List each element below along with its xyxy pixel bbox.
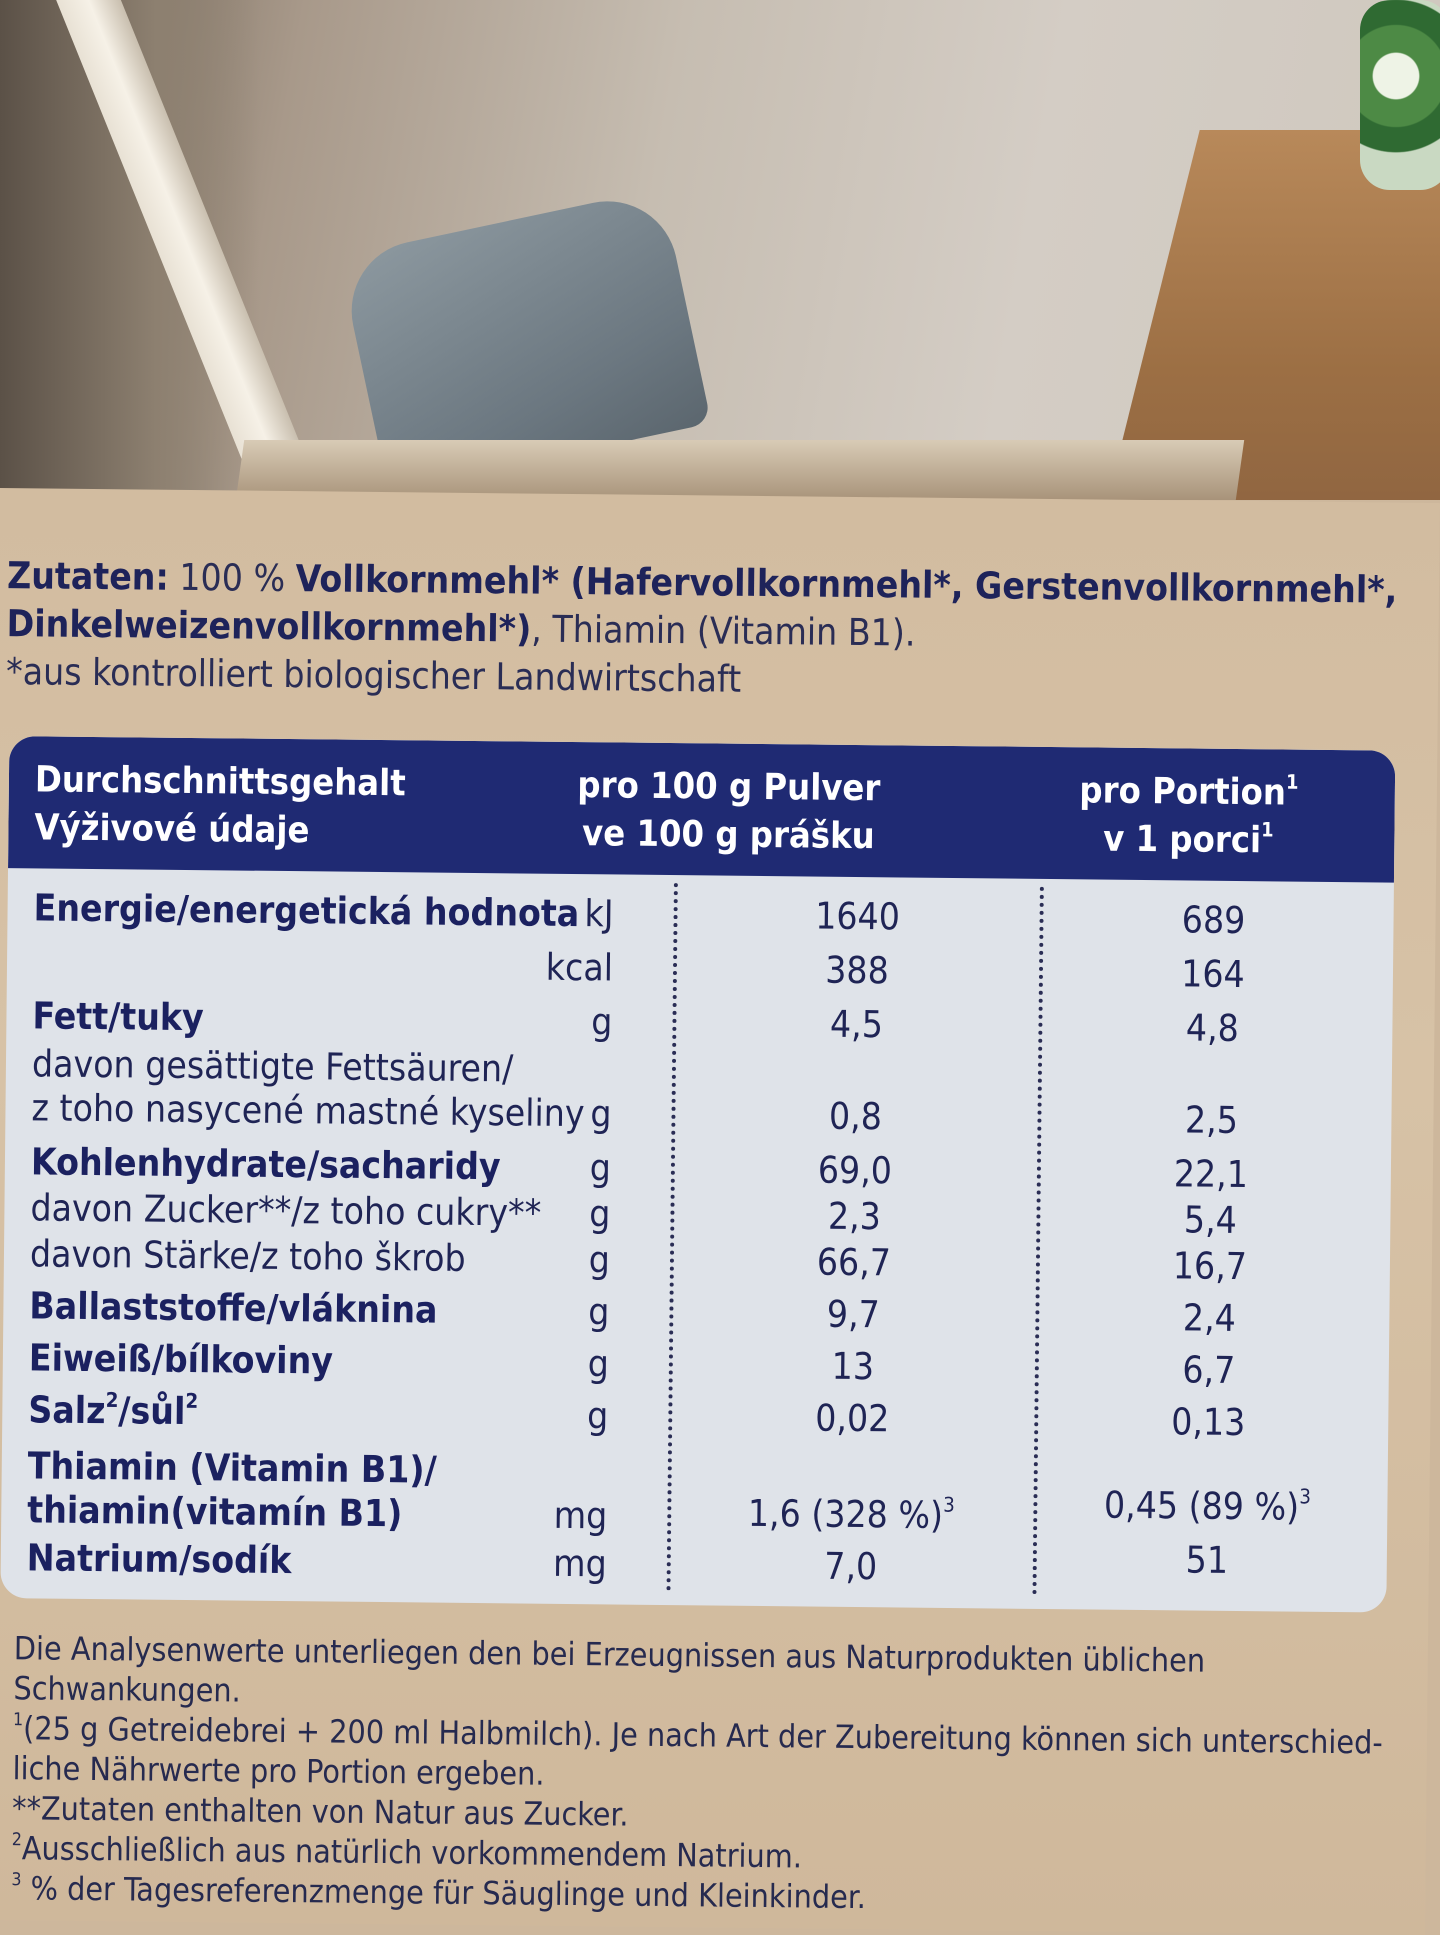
row-value-per-100g: 7,0 (824, 1544, 878, 1589)
row-value-per-100g: 0,8 (828, 1094, 883, 1139)
row-unit: kJ (584, 892, 614, 936)
row-unit: g (586, 1394, 609, 1438)
row-unit: g (589, 1192, 611, 1236)
row-value-per-100g: 0,02 (815, 1396, 890, 1441)
row-value-per-portion: 4,8 (1185, 1006, 1240, 1051)
row-value-per-portion: 5,4 (1183, 1198, 1238, 1242)
row-thiamin: Thiamin (Vitamin B1)/ thiamin(vitamín B1… (2, 1444, 1388, 1537)
header-col3-line2-sup: 1 (1261, 818, 1274, 842)
row-value-per-portion: 2,5 (1184, 1098, 1239, 1142)
header-col2-line1: pro 100 g Pulver (577, 765, 881, 810)
header-col1-line1: Durchschnittsgehalt (34, 759, 406, 805)
row-unit: g (590, 1092, 612, 1136)
row-unit: g (591, 1000, 613, 1044)
row-value-per-100g: 9,7 (826, 1292, 881, 1337)
footnote-2-sup: 2 (11, 1830, 23, 1851)
header-per-portion: pro Portion1 v 1 porci1 (1008, 767, 1369, 867)
header-col3-line2-text: v 1 porci (1103, 818, 1262, 862)
row-unit: g (587, 1342, 610, 1386)
thiamin-portion-text: 0,45 (89 %) (1103, 1483, 1300, 1529)
row-unit: mg (553, 1493, 608, 1538)
header-col3-line1-sup: 1 (1285, 770, 1299, 794)
row-value-per-portion: 164 (1180, 952, 1245, 997)
row-value-per-100g: 66,7 (816, 1240, 892, 1285)
footnotes: Die Analysenwerte unterliegen den bei Er… (11, 1628, 1414, 1923)
ingredients-spelt: Dinkelweizenvollkornmehl*) (6, 602, 532, 651)
row-value-per-portion: 6,7 (1182, 1348, 1236, 1392)
row-label-line1: davon gesättigte Fettsäuren/ (31, 1042, 514, 1091)
header-col3-line1-text: pro Portion (1079, 770, 1287, 814)
row-value-per-portion: 0,13 (1171, 1400, 1246, 1445)
row-value-per-portion: 2,4 (1182, 1296, 1237, 1340)
header-average-content: Durchschnittsgehalt Výživové údaje (34, 756, 406, 856)
row-unit: g (588, 1290, 610, 1334)
footnote-3-text: % der Tagesreferenzmenge für Säuglinge u… (21, 1869, 867, 1917)
ingredients-text: Zutaten: 100 % Vollkornmehl* (Hafervollk… (6, 552, 1427, 711)
row-value-per-portion: 689 (1181, 898, 1246, 943)
row-unit: g (588, 1238, 611, 1282)
footnote-3-sup: 3 (11, 1870, 22, 1891)
row-value-per-100g: 1640 (814, 894, 901, 939)
row-value-per-100g: 2,3 (827, 1194, 882, 1239)
footnote-1-text: (25 g Getreidebrei + 200 ml Halbmilch). … (12, 1709, 1383, 1793)
row-value-per-portion: 0,45 (89 %)3 (1037, 1483, 1377, 1531)
row-value-per-100g: 4,5 (829, 1002, 884, 1047)
ingredients-thiamin: , Thiamin (Vitamin B1). (531, 607, 916, 655)
row-energy-kj: Energie/energetická hodnota kJ 1640 689 (8, 886, 1394, 942)
plant (1360, 0, 1440, 190)
row-value-per-portion: 16,7 (1172, 1244, 1248, 1289)
row-unit: g (589, 1146, 612, 1190)
salt-label-cz: /sůl (118, 1389, 186, 1433)
row-value-per-portion: 51 (1185, 1538, 1229, 1582)
salt-label-de: Salz (28, 1388, 106, 1433)
thiamin-per100-text: 1,6 (328 %) (747, 1491, 944, 1537)
salt-sup-de: 2 (105, 1387, 119, 1413)
thiamin-portion-sup: 3 (1299, 1484, 1312, 1509)
salt-sup-cz: 2 (185, 1388, 199, 1413)
row-label-line1: Thiamin (Vitamin B1)/ (27, 1444, 437, 1492)
header-col2-line2: ve 100 g prášku (581, 813, 875, 858)
header-per-100g: pro 100 g Pulver ve 100 g prášku (528, 762, 929, 862)
footnote-1-sup: 1 (12, 1710, 24, 1731)
ingredients-main: Vollkornmehl* (Hafervollkornmehl*, Gerst… (295, 557, 1398, 612)
row-sodium: Natrium/sodík mg 7,0 51 (1, 1536, 1387, 1588)
box-top-flap (235, 440, 1245, 500)
row-value-per-100g: 1,6 (328 %)3 (671, 1491, 1031, 1539)
header-col3-line2: v 1 porci1 (1008, 815, 1368, 867)
row-unit: kcal (545, 945, 614, 990)
row-value-per-100g: 13 (831, 1344, 875, 1389)
row-value-per-portion: 22,1 (1173, 1152, 1249, 1197)
footnote-analysis: Die Analysenwerte unterliegen den bei Er… (13, 1629, 1206, 1710)
header-col1-line2: Výživové údaje (34, 807, 310, 852)
nutrition-table-header: Durchschnittsgehalt Výživové údaje pro 1… (8, 736, 1396, 883)
row-value-per-100g: 388 (825, 948, 889, 993)
row-value-per-100g: 69,0 (817, 1148, 893, 1193)
package-panel: Zutaten: 100 % Vollkornmehl* (Hafervollk… (0, 488, 1440, 1935)
header-col3-line1: pro Portion1 (1009, 767, 1369, 819)
ingredients-percent: 100 % (168, 555, 296, 601)
background-room (0, 0, 1440, 500)
nutrition-table: Durchschnittsgehalt Výživové údaje pro 1… (0, 736, 1396, 1613)
ingredients-label: Zutaten: (6, 554, 170, 599)
thiamin-per100-sup: 3 (943, 1492, 955, 1517)
row-unit: mg (552, 1541, 607, 1586)
footnote-1: 1(25 g Getreidebrei + 200 ml Halbmilch).… (12, 1708, 1413, 1803)
